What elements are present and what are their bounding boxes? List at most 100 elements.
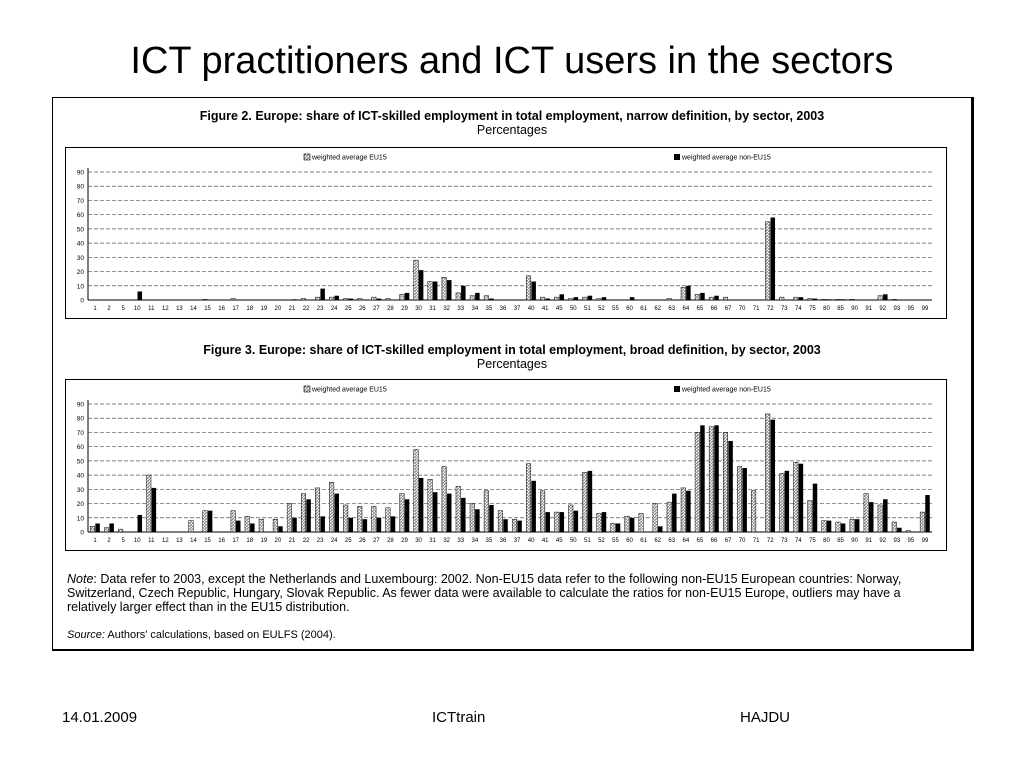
bar-non-eu15 <box>432 281 438 300</box>
y-tick-label: 70 <box>77 430 85 437</box>
x-tick-label: 29 <box>401 306 408 312</box>
bar-non-eu15 <box>137 514 143 532</box>
x-tick-label: 26 <box>359 538 366 544</box>
figure3-title: Figure 3. Europe: share of ICT-skilled e… <box>203 343 821 357</box>
x-tick-label: 52 <box>598 306 605 312</box>
bar-non-eu15 <box>658 526 663 532</box>
x-tick-label: 66 <box>711 538 718 544</box>
x-tick-label: 41 <box>542 538 549 544</box>
bar-eu15 <box>511 518 517 533</box>
x-tick-label: 64 <box>682 538 689 544</box>
bar-eu15 <box>427 281 433 301</box>
x-tick-label: 66 <box>711 306 718 312</box>
bar-eu15 <box>596 513 602 533</box>
bar-eu15 <box>300 493 306 533</box>
bar-eu15 <box>821 299 827 301</box>
x-tick-label: 75 <box>809 538 816 544</box>
x-tick-label: 34 <box>471 538 478 544</box>
bar-non-eu15 <box>573 510 579 532</box>
bar-eu15 <box>694 432 700 533</box>
bar-eu15 <box>230 298 236 301</box>
x-tick-label: 2 <box>107 538 111 544</box>
x-tick-label: 2 <box>107 306 111 312</box>
bar-eu15 <box>765 413 771 533</box>
x-tick-label: 92 <box>879 538 886 544</box>
x-tick-label: 90 <box>851 306 858 312</box>
bar-non-eu15 <box>559 294 565 300</box>
x-tick-label: 28 <box>387 306 394 312</box>
x-tick-label: 72 <box>767 538 774 544</box>
bar-eu15 <box>891 521 897 533</box>
x-tick-label: 28 <box>387 538 394 544</box>
x-tick-label: 37 <box>514 538 521 544</box>
x-tick-label: 72 <box>767 306 774 312</box>
x-tick-label: 63 <box>668 538 675 544</box>
bar-eu15 <box>343 298 349 301</box>
x-tick-label: 71 <box>753 306 760 312</box>
bar-non-eu15 <box>559 512 565 532</box>
bar-eu15 <box>469 503 475 533</box>
bar-non-eu15 <box>714 425 719 532</box>
x-tick-label: 60 <box>626 538 633 544</box>
y-tick-label: 0 <box>80 530 84 537</box>
bar-non-eu15 <box>461 497 466 532</box>
y-tick-label: 40 <box>77 473 85 480</box>
bar-non-eu15 <box>686 285 691 300</box>
x-tick-label: 91 <box>865 306 872 312</box>
x-tick-label: 31 <box>429 538 436 544</box>
figure2-title: Figure 2. Europe: share of ICT-skilled e… <box>199 109 825 123</box>
x-tick-label: 11 <box>148 306 155 312</box>
bar-eu15 <box>441 276 447 301</box>
legend-label-non-eu15: weighted average non-EU15 <box>681 387 771 394</box>
bar-eu15 <box>202 510 208 533</box>
bar-non-eu15 <box>826 299 832 300</box>
bar-eu15 <box>554 296 560 301</box>
x-tick-label: 15 <box>204 538 211 544</box>
bar-eu15 <box>905 530 911 533</box>
bar-eu15 <box>919 511 925 533</box>
bar-non-eu15 <box>573 297 579 300</box>
bar-eu15 <box>863 493 869 533</box>
x-tick-label: 22 <box>303 306 310 312</box>
x-tick-label: 25 <box>345 306 352 312</box>
x-tick-label: 5 <box>121 538 125 544</box>
x-tick-label: 15 <box>204 306 211 312</box>
bar-non-eu15 <box>137 291 143 300</box>
bar-non-eu15 <box>587 470 593 532</box>
bar-non-eu15 <box>95 523 100 532</box>
x-tick-label: 80 <box>823 538 830 544</box>
y-tick-label: 80 <box>77 184 85 191</box>
bar-eu15 <box>258 518 264 533</box>
bar-eu15 <box>244 516 250 533</box>
x-tick-label: 14 <box>190 306 197 312</box>
bar-eu15 <box>300 298 306 301</box>
y-tick-label: 20 <box>77 269 85 276</box>
x-tick-label: 64 <box>682 306 689 312</box>
bar-eu15 <box>694 294 700 301</box>
bar-eu15 <box>357 506 363 533</box>
bar-eu15 <box>568 298 574 301</box>
y-tick-label: 90 <box>77 402 85 409</box>
y-tick-label: 30 <box>77 487 85 494</box>
y-tick-label: 40 <box>77 241 85 248</box>
bar-non-eu15 <box>489 298 494 300</box>
x-tick-label: 55 <box>612 538 619 544</box>
source-label: Source: <box>67 629 105 641</box>
x-tick-label: 13 <box>176 538 183 544</box>
x-tick-label: 10 <box>134 538 141 544</box>
bar-non-eu15 <box>742 468 747 532</box>
bar-eu15 <box>483 295 489 301</box>
x-tick-label: 1 <box>93 538 97 544</box>
bar-eu15 <box>891 299 897 301</box>
x-tick-label: 12 <box>162 306 169 312</box>
x-tick-label: 19 <box>260 306 267 312</box>
footer-author: HAJDU <box>740 709 791 726</box>
x-tick-label: 32 <box>443 306 450 312</box>
bar-non-eu15 <box>348 298 354 300</box>
bar-eu15 <box>793 296 799 301</box>
bar-eu15 <box>146 474 152 533</box>
x-tick-label: 36 <box>500 538 507 544</box>
x-tick-label: 20 <box>275 538 282 544</box>
bar-eu15 <box>849 299 855 301</box>
bar-non-eu15 <box>376 298 382 300</box>
